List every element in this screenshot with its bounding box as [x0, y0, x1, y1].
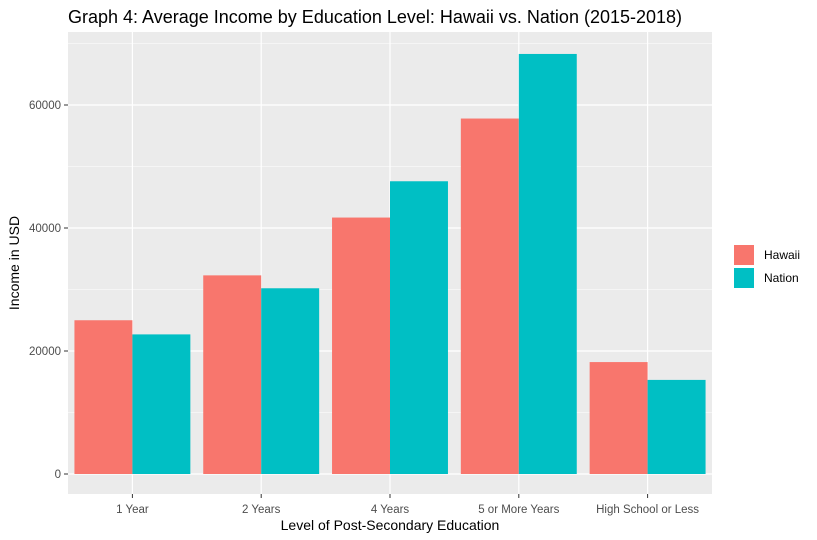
x-tick-label: 5 or More Years	[478, 504, 559, 516]
legend-label-hawaii: Hawaii	[764, 248, 800, 262]
x-axis: 1 Year 2 Years 4 Years 5 or More Years High …	[116, 494, 699, 516]
bar-nation-1	[132, 334, 191, 474]
legend: Hawaii Nation	[734, 245, 800, 288]
x-tick-label: 2 Years	[242, 504, 281, 516]
bar-hawaii-2	[203, 275, 262, 474]
bar-hawaii-5	[589, 362, 648, 474]
bar-nation-2	[261, 288, 320, 474]
y-axis: 0 20000 40000 60000	[29, 100, 68, 481]
y-tick-label: 40000	[29, 223, 61, 235]
chart-title: Graph 4: Average Income by Education Lev…	[68, 7, 682, 27]
bars	[74, 53, 706, 475]
legend-key-hawaii	[734, 245, 754, 265]
x-tick-label: 1 Year	[116, 504, 149, 516]
bar-hawaii-4	[460, 118, 519, 474]
bar-nation-3	[390, 181, 448, 474]
bar-nation-5	[647, 379, 706, 474]
x-axis-title: Level of Post-Secondary Education	[281, 517, 500, 533]
legend-label-nation: Nation	[764, 271, 799, 285]
y-tick-label: 60000	[29, 100, 61, 112]
bar-hawaii-3	[332, 217, 390, 475]
bar-nation-4	[518, 53, 577, 475]
y-tick-label: 20000	[29, 346, 61, 358]
legend-key-nation	[734, 268, 754, 288]
y-tick-label: 0	[55, 469, 61, 481]
x-tick-label: 4 Years	[371, 504, 410, 516]
y-axis-title: Income in USD	[6, 216, 22, 310]
x-tick-label: High School or Less	[596, 504, 699, 516]
bar-hawaii-1	[74, 320, 133, 474]
